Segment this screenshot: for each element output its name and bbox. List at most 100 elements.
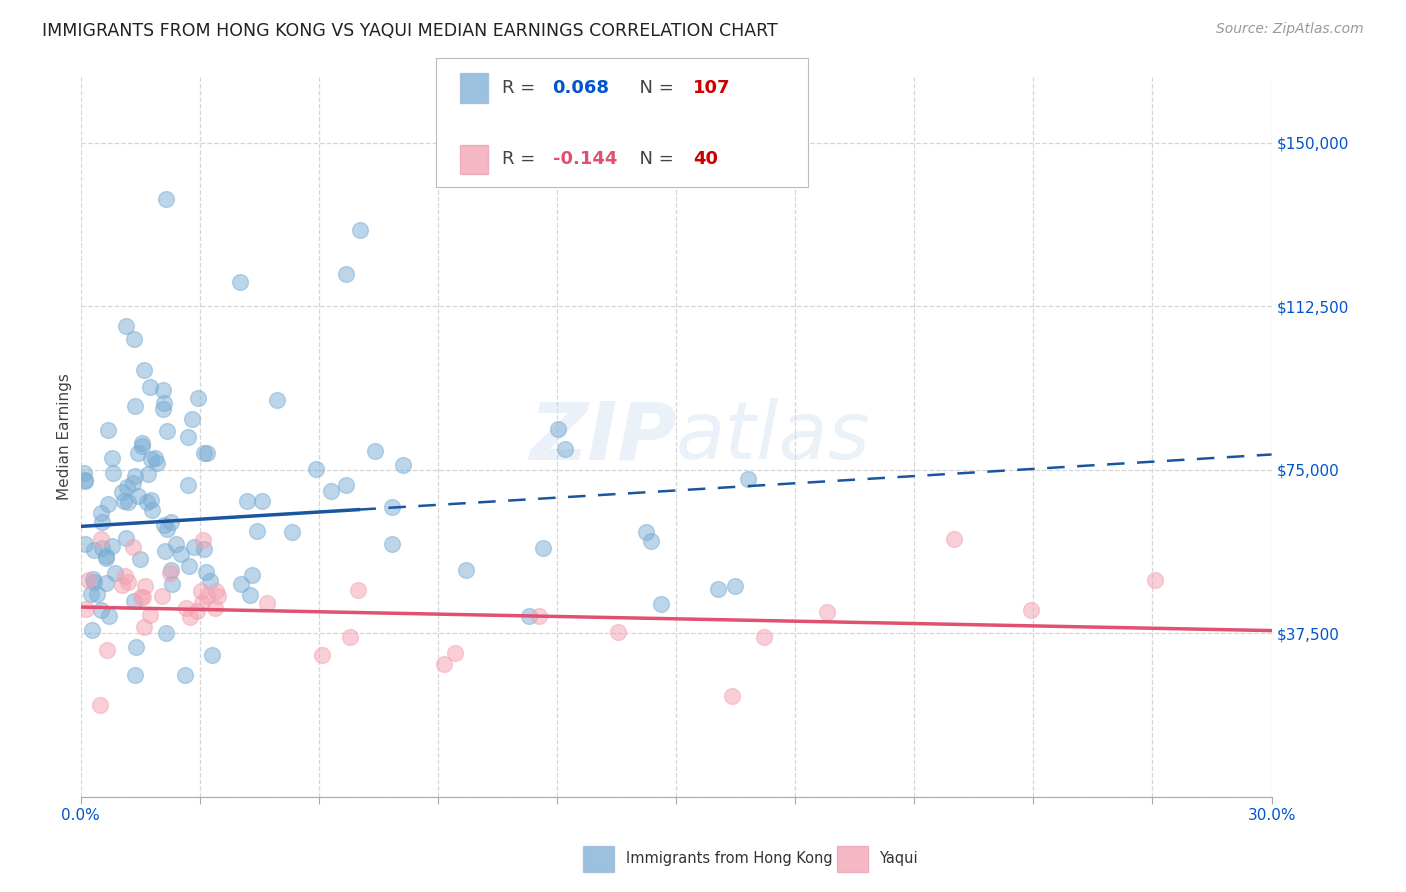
Point — [80, 623, 103, 637]
Text: Immigrants from Hong Kong: Immigrants from Hong Kong — [626, 852, 832, 866]
Point — [319, 483, 342, 498]
Point — [706, 582, 728, 596]
Point — [155, 424, 177, 438]
Point — [737, 472, 759, 486]
Point — [640, 533, 662, 548]
Point — [454, 563, 477, 577]
Point — [155, 626, 177, 640]
Point — [131, 435, 153, 450]
Point — [183, 540, 205, 554]
Point — [433, 657, 456, 672]
Point — [339, 630, 361, 644]
Point — [162, 577, 184, 591]
Point — [94, 575, 117, 590]
Point — [179, 609, 201, 624]
Point — [195, 590, 218, 604]
Point — [724, 579, 747, 593]
Text: N =: N = — [628, 78, 681, 97]
Text: Source: ZipAtlas.com: Source: ZipAtlas.com — [1216, 22, 1364, 37]
Point — [83, 574, 105, 589]
Point — [153, 544, 176, 558]
Point — [136, 467, 159, 482]
Point — [381, 500, 404, 514]
Point — [127, 446, 149, 460]
Point — [127, 489, 149, 503]
Text: ZIP: ZIP — [529, 398, 676, 476]
Point — [104, 566, 127, 580]
Point — [160, 563, 183, 577]
Point — [139, 608, 162, 623]
Point — [165, 537, 187, 551]
Text: Yaqui: Yaqui — [879, 852, 917, 866]
Point — [153, 395, 176, 409]
Point — [181, 411, 204, 425]
Point — [240, 567, 263, 582]
Point — [96, 643, 118, 657]
Point — [159, 566, 181, 580]
Point — [75, 473, 97, 487]
Y-axis label: Median Earnings: Median Earnings — [58, 374, 72, 500]
Point — [114, 318, 136, 333]
Point — [305, 462, 328, 476]
Point — [75, 537, 97, 551]
Text: 107: 107 — [693, 78, 731, 97]
Point — [381, 537, 404, 551]
Point — [135, 495, 157, 509]
Point — [122, 475, 145, 490]
Point — [752, 630, 775, 644]
Point — [191, 596, 214, 610]
Point — [141, 503, 163, 517]
Point — [650, 597, 672, 611]
Point — [117, 495, 139, 509]
Point — [152, 402, 174, 417]
Point — [335, 267, 357, 281]
Point — [124, 667, 146, 681]
Point — [121, 541, 143, 555]
Point — [153, 518, 176, 533]
Point — [90, 603, 112, 617]
Point — [101, 451, 124, 466]
Point — [815, 606, 838, 620]
Text: N =: N = — [628, 150, 681, 169]
Point — [349, 223, 371, 237]
Point — [190, 583, 212, 598]
Point — [139, 452, 162, 467]
Text: IMMIGRANTS FROM HONG KONG VS YAQUI MEDIAN EARNINGS CORRELATION CHART: IMMIGRANTS FROM HONG KONG VS YAQUI MEDIA… — [42, 22, 778, 40]
Point — [114, 569, 136, 583]
Point — [115, 480, 138, 494]
Point — [115, 532, 138, 546]
Text: -0.144: -0.144 — [553, 150, 617, 169]
Point — [97, 423, 120, 437]
Point — [146, 456, 169, 470]
Point — [82, 572, 104, 586]
Point — [177, 559, 200, 574]
Point — [129, 552, 152, 566]
Point — [90, 507, 112, 521]
Point — [194, 565, 217, 579]
Point — [73, 474, 96, 488]
Point — [83, 542, 105, 557]
Point — [195, 446, 218, 460]
Point — [191, 533, 214, 548]
Point — [124, 400, 146, 414]
Point — [111, 577, 134, 591]
Point — [139, 380, 162, 394]
Point — [97, 496, 120, 510]
Point — [239, 588, 262, 602]
Point — [124, 469, 146, 483]
Point — [94, 550, 117, 565]
Point — [207, 589, 229, 603]
Point — [177, 430, 200, 444]
Point — [187, 392, 209, 406]
Point — [132, 590, 155, 604]
Point — [256, 596, 278, 610]
Point — [122, 593, 145, 607]
Point — [155, 193, 177, 207]
Point — [392, 458, 415, 472]
Point — [517, 608, 540, 623]
Point — [443, 646, 465, 660]
Point — [280, 525, 302, 540]
Point — [156, 522, 179, 536]
Point — [193, 446, 215, 460]
Point — [134, 578, 156, 592]
